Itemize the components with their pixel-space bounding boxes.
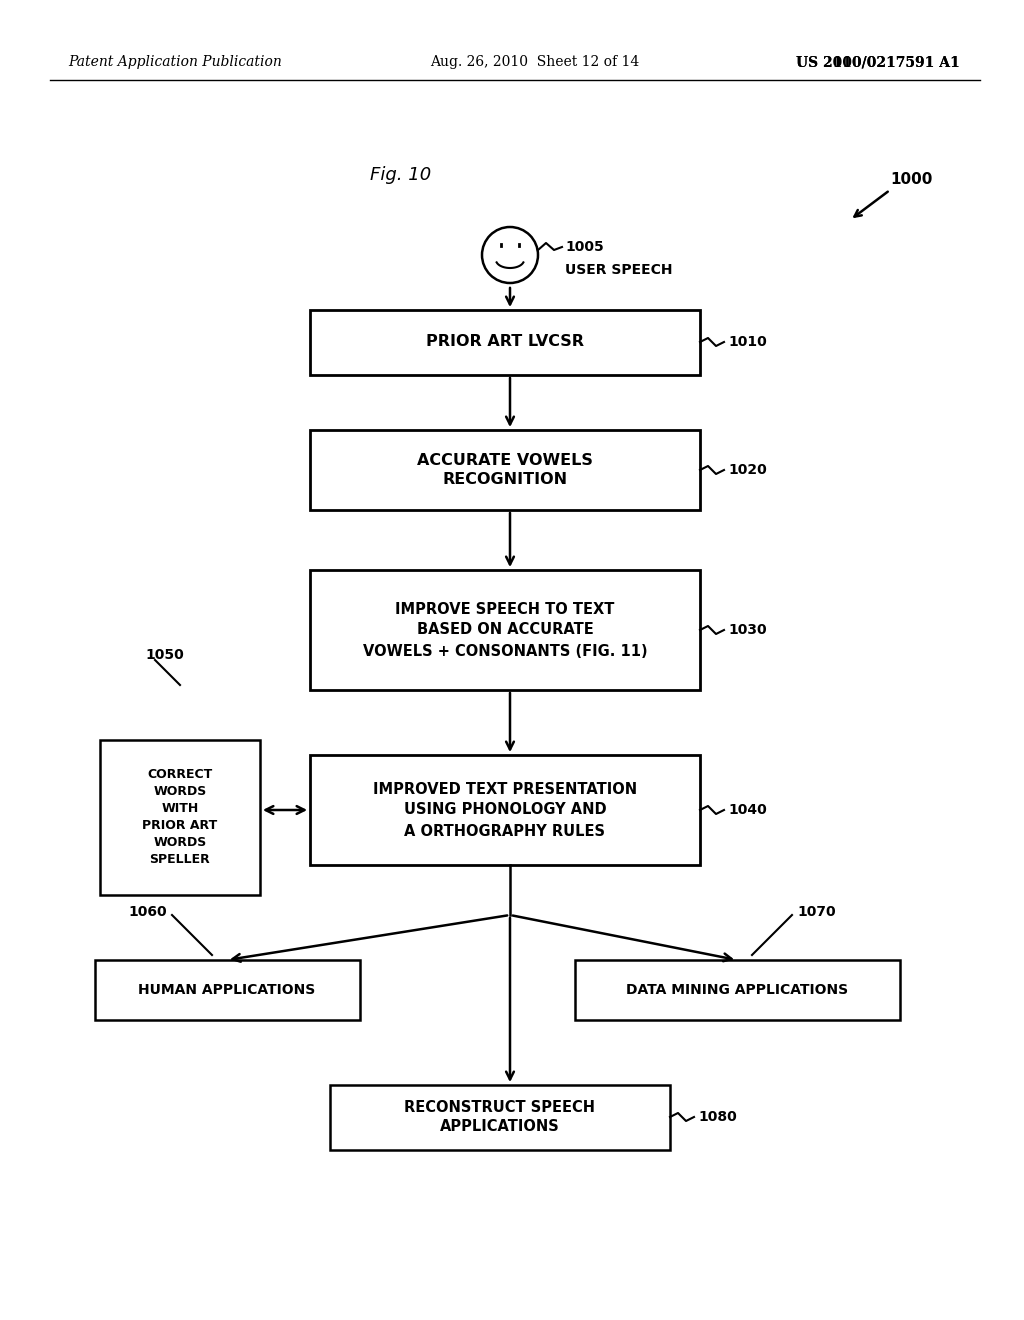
Bar	[310, 430, 700, 510]
Text: 1060: 1060	[128, 906, 167, 919]
Bar	[95, 960, 360, 1020]
Bar	[310, 310, 700, 375]
Bar	[575, 960, 900, 1020]
Text: IMPROVE SPEECH TO TEXT
BASED ON ACCURATE
VOWELS + CONSONANTS (FIG. 11): IMPROVE SPEECH TO TEXT BASED ON ACCURATE…	[362, 602, 647, 659]
Text: US 2100/0217591 A1: US 2100/0217591 A1	[797, 55, 961, 69]
Text: USER SPEECH: USER SPEECH	[565, 263, 673, 277]
Text: 1070: 1070	[797, 906, 836, 919]
Text: 1005: 1005	[565, 240, 604, 253]
Text: RECONSTRUCT SPEECH
APPLICATIONS: RECONSTRUCT SPEECH APPLICATIONS	[404, 1100, 596, 1134]
Text: HUMAN APPLICATIONS: HUMAN APPLICATIONS	[138, 983, 315, 997]
Text: 1020: 1020	[728, 463, 767, 477]
Text: US 2010/0217591 A1: US 2010/0217591 A1	[797, 55, 961, 69]
Text: CORRECT
WORDS
WITH
PRIOR ART
WORDS
SPELLER: CORRECT WORDS WITH PRIOR ART WORDS SPELL…	[142, 768, 218, 866]
Text: 1000: 1000	[890, 173, 933, 187]
Bar	[310, 755, 700, 865]
Text: 1050: 1050	[145, 648, 183, 663]
Text: ACCURATE VOWELS
RECOGNITION: ACCURATE VOWELS RECOGNITION	[417, 453, 593, 487]
Text: 1030: 1030	[728, 623, 767, 638]
Bar	[100, 741, 260, 895]
Text: Fig. 10: Fig. 10	[370, 166, 431, 183]
Text: 1010: 1010	[728, 335, 767, 348]
Text: 1040: 1040	[728, 803, 767, 817]
Bar	[330, 1085, 670, 1150]
Bar	[310, 570, 700, 690]
Text: Patent Application Publication: Patent Application Publication	[68, 55, 282, 69]
Text: 1080: 1080	[698, 1110, 736, 1125]
Text: IMPROVED TEXT PRESENTATION
USING PHONOLOGY AND
A ORTHOGRAPHY RULES: IMPROVED TEXT PRESENTATION USING PHONOLO…	[373, 781, 637, 838]
Text: DATA MINING APPLICATIONS: DATA MINING APPLICATIONS	[626, 983, 848, 997]
Text: PRIOR ART LVCSR: PRIOR ART LVCSR	[426, 334, 584, 350]
Text: Aug. 26, 2010  Sheet 12 of 14: Aug. 26, 2010 Sheet 12 of 14	[430, 55, 639, 69]
